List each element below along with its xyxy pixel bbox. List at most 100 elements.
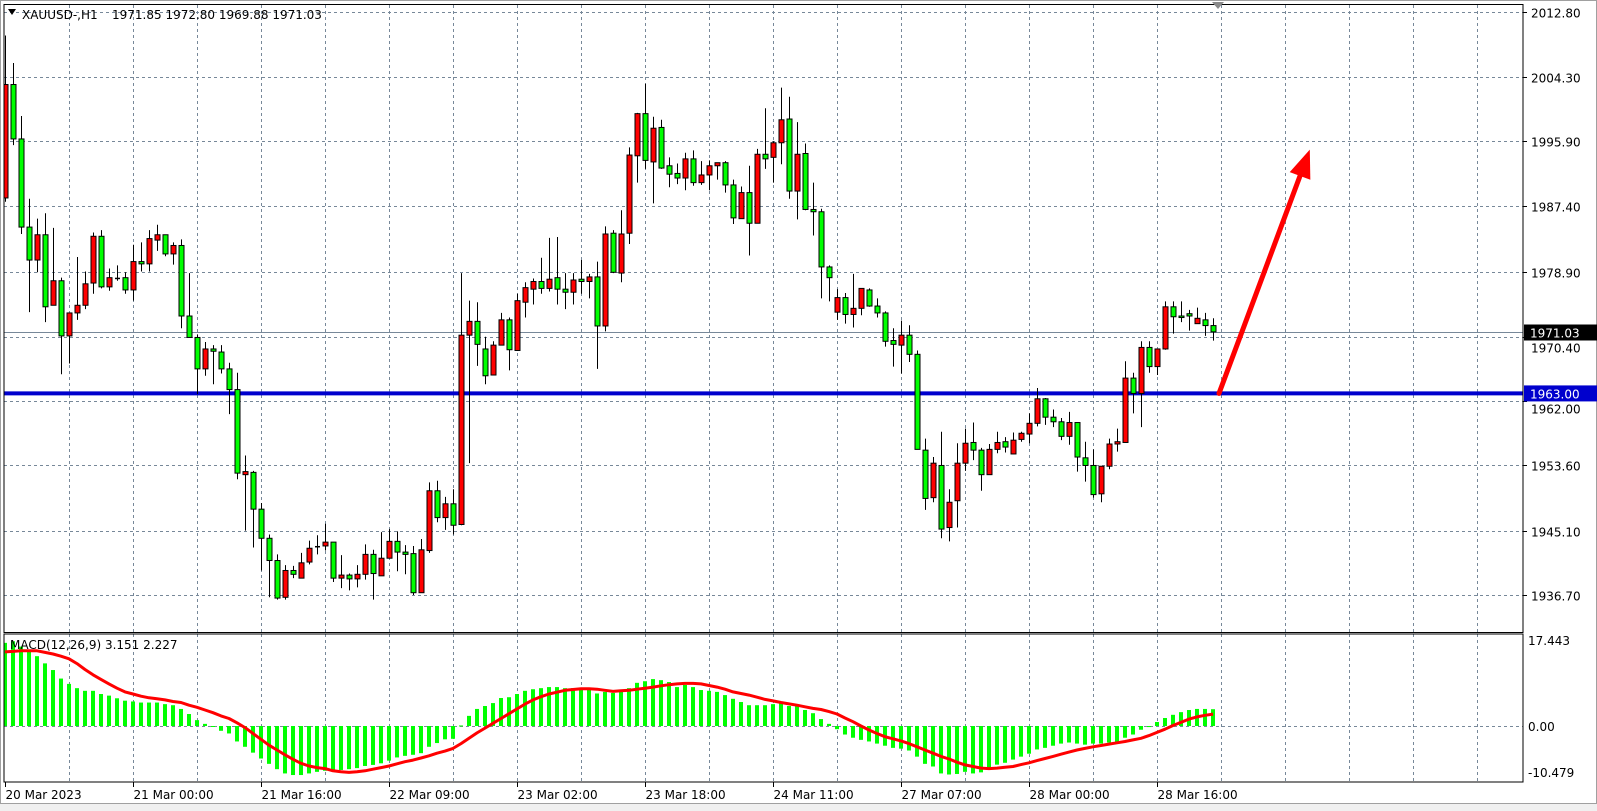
macd-histogram-bar <box>819 719 823 726</box>
macd-histogram-bar <box>755 705 759 726</box>
candle-body <box>1066 422 1073 437</box>
macd-histogram-bar <box>1171 714 1175 726</box>
candle <box>1130 372 1137 414</box>
macd-histogram-bar <box>1163 718 1167 726</box>
triangle-down-icon[interactable] <box>8 9 16 15</box>
candle-body <box>1106 443 1113 467</box>
candle <box>315 535 320 555</box>
candle <box>610 230 617 274</box>
candle-body <box>946 501 953 529</box>
axes: 2012.80 2004.30 1995.90 1987.40 1978.90 1970.… <box>5 7 1581 802</box>
macd-histogram-bar <box>803 710 807 726</box>
candle <box>698 161 705 185</box>
candle-body <box>882 312 889 342</box>
macd-histogram-bar <box>147 702 151 726</box>
candle <box>946 489 953 542</box>
macd-histogram-bar <box>555 687 559 726</box>
candle-body <box>602 233 609 327</box>
candle-body <box>290 569 297 575</box>
macd-histogram-bar <box>1003 726 1007 763</box>
macd-histogram-bar <box>675 687 679 726</box>
candle-body <box>138 261 145 265</box>
macd-histogram-bar <box>331 726 335 770</box>
macd-histogram-bar <box>1203 708 1207 726</box>
candle-body <box>898 334 905 346</box>
macd-axis-label: -10.479 <box>1528 766 1574 780</box>
candle <box>994 431 1001 454</box>
candle <box>306 540 313 565</box>
candle <box>730 179 737 225</box>
macd-histogram-bar <box>219 726 223 731</box>
candle <box>218 345 225 374</box>
candle-body <box>794 153 801 192</box>
candle <box>1202 312 1209 336</box>
candle <box>466 300 473 464</box>
macd-histogram-bar <box>1091 726 1095 744</box>
candle-body <box>690 158 697 184</box>
candle <box>42 213 49 323</box>
candle <box>954 443 961 528</box>
macd-histogram-bar <box>275 726 279 770</box>
candle-body <box>626 154 633 234</box>
candle-body <box>266 537 273 562</box>
price-axis-label: 1978.90 <box>1531 267 1581 281</box>
macd-histogram-bar <box>179 708 183 726</box>
macd-histogram-bar <box>171 705 175 726</box>
candle <box>714 162 721 180</box>
candle-body <box>482 348 489 377</box>
arrow-shaft <box>1216 173 1303 396</box>
candle <box>354 565 361 588</box>
candle <box>850 273 857 328</box>
candle-body <box>1082 457 1089 466</box>
candle <box>1170 301 1177 334</box>
candle <box>1034 388 1041 427</box>
macd-histogram-bar <box>603 691 607 726</box>
candle-body <box>1122 377 1129 443</box>
arrow-up-annotation[interactable] <box>1216 149 1311 396</box>
candle-body <box>786 118 793 192</box>
candle-body <box>1130 377 1137 394</box>
macd-histogram-bar <box>507 697 511 726</box>
chart-shift-marker-icon[interactable] <box>1212 2 1224 9</box>
macd-histogram-bar <box>731 698 735 726</box>
candle <box>34 218 41 273</box>
macd-histogram-bar <box>1011 726 1015 760</box>
macd-histogram-bar <box>579 689 583 726</box>
candle-body <box>410 553 417 594</box>
candle <box>130 244 137 301</box>
macd-histogram-bar <box>107 695 111 726</box>
macd-histogram-bar <box>323 726 327 771</box>
macd-histogram-bar <box>1059 726 1063 744</box>
candle-body <box>610 232 617 273</box>
macd-histogram-bar <box>203 723 207 726</box>
candle <box>18 115 25 234</box>
candle <box>250 470 257 548</box>
macd-histogram-bar <box>355 726 359 769</box>
price-axis-label: 1970.40 <box>1531 342 1581 356</box>
macd-histogram-bar <box>235 726 239 742</box>
candle <box>1154 348 1161 376</box>
macd-histogram-bar <box>1107 726 1111 743</box>
macd-histogram-bar <box>627 688 631 726</box>
candle-body <box>434 490 441 519</box>
candle-body <box>698 174 705 184</box>
macd-histogram-bar <box>1123 726 1127 738</box>
candle <box>642 83 649 169</box>
candle-body <box>194 336 201 370</box>
candle-body <box>682 158 689 179</box>
candle <box>58 277 65 375</box>
macd-histogram-bar <box>1179 712 1183 726</box>
candle-body <box>330 541 337 579</box>
macd-histogram-bar <box>419 726 423 754</box>
candle <box>770 141 777 183</box>
candle-body <box>202 348 209 370</box>
candle-body <box>994 441 1001 450</box>
candle-body <box>978 449 985 476</box>
candle-body <box>426 490 433 552</box>
candle <box>522 282 529 318</box>
candle-body <box>402 551 409 555</box>
macd-histogram-bar <box>19 646 23 726</box>
